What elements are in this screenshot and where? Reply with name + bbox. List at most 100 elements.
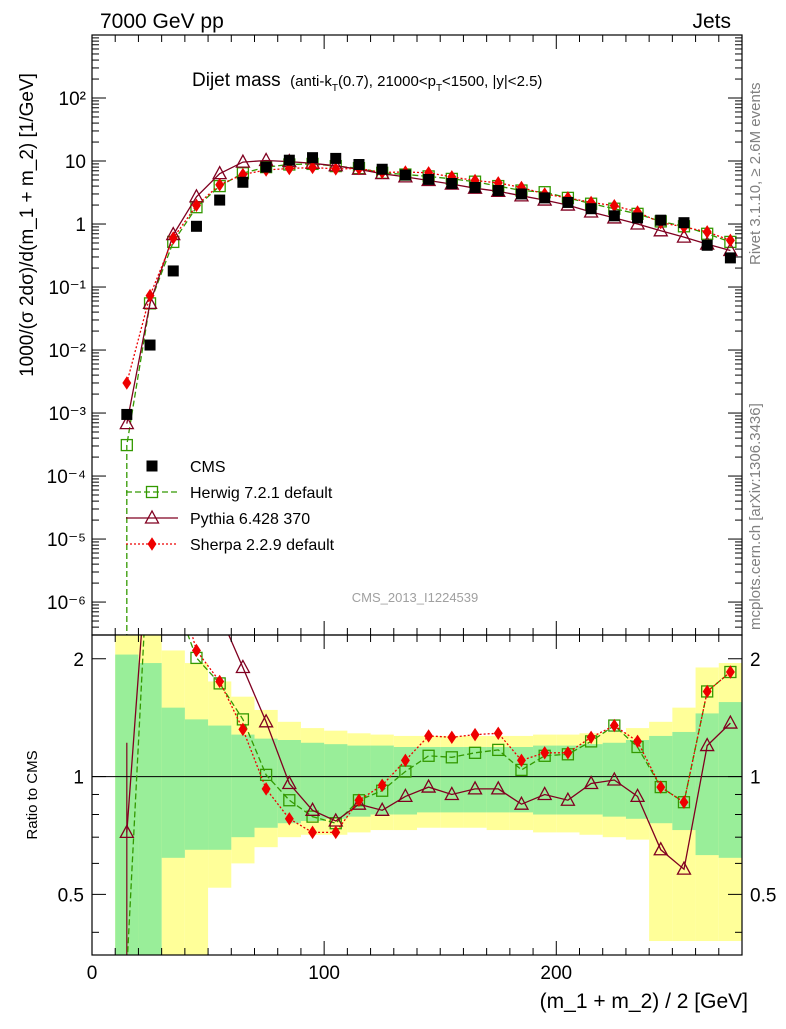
ratio-point-pythia xyxy=(444,786,460,801)
band-inner-bin xyxy=(161,707,185,858)
band-inner-bin xyxy=(625,740,650,819)
ratio-point-pythia xyxy=(304,801,321,816)
ratio-point-sherpa xyxy=(215,674,225,689)
ratio-y-tick-label-right: 1 xyxy=(750,768,761,789)
ratio-point-sherpa xyxy=(377,778,387,793)
main-point-pythia xyxy=(235,153,251,168)
ratio-point-sherpa xyxy=(470,727,480,742)
main-point-cms xyxy=(562,196,574,208)
band-inner-bin xyxy=(718,702,742,858)
main-y-axis-label: 1000/(σ 2dσ)/d(m_1 + m_2) [1/GeV] xyxy=(17,73,38,377)
legend-marker xyxy=(147,537,157,551)
plot-title: Dijet mass (anti-kT(0.7), 21000<pT<1500,… xyxy=(192,70,542,94)
main-point-cms xyxy=(376,163,388,175)
band-inner-bin xyxy=(208,725,232,850)
ratio-point-herwig xyxy=(168,590,179,601)
x-axis-label: (m_1 + m_2) / 2 [GeV] xyxy=(540,990,748,1013)
plot-title-main: Dijet mass xyxy=(192,70,281,91)
legend-marker-cms xyxy=(146,460,158,472)
ratio-point-sherpa xyxy=(331,825,341,840)
main-point-cms xyxy=(283,154,295,166)
ratio-y-tick-label-right: 0.5 xyxy=(750,885,776,906)
main-y-tick-label: 10² xyxy=(59,89,86,110)
ratio-point-herwig xyxy=(445,751,458,764)
main-point-cms xyxy=(446,177,458,189)
ratio-point-sherpa xyxy=(493,726,503,741)
ratio-point-sherpa xyxy=(261,782,271,796)
ratio-y-tick-label-right: 2 xyxy=(750,650,761,671)
ratio-point-pythia xyxy=(722,714,738,729)
ratio-point-sherpa xyxy=(284,812,294,826)
band-inner-bin xyxy=(300,742,325,821)
band-inner-bin xyxy=(556,745,580,815)
ratio-point-sherpa xyxy=(191,643,201,658)
main-point-pythia xyxy=(212,165,228,180)
band-inner-bin xyxy=(277,740,301,824)
legend-label: CMS xyxy=(190,459,226,476)
ratio-y-tick-label-left: 1 xyxy=(73,768,84,789)
legend-label: Herwig 7.2.1 default xyxy=(190,485,333,502)
plot-title-sub-c: <1500, |y|<2.5) xyxy=(442,73,542,90)
ratio-point-pythia xyxy=(699,737,715,752)
band-inner-bin xyxy=(324,744,348,819)
main-point-cms xyxy=(307,152,319,164)
band-inner-bin xyxy=(393,747,417,815)
main-point-sherpa xyxy=(145,288,155,303)
ratio-point-pythia xyxy=(190,583,203,595)
ratio-point-sherpa xyxy=(563,746,573,760)
ratio-point-pythia xyxy=(235,659,251,674)
main-y-tick-label: 10⁻⁴ xyxy=(47,467,86,488)
ratio-point-pythia xyxy=(676,860,692,875)
main-point-cms xyxy=(144,339,156,351)
main-point-sherpa xyxy=(308,160,318,175)
main-point-cms xyxy=(237,176,249,188)
band-inner-bin xyxy=(579,744,603,815)
ratio-point-sherpa xyxy=(354,793,364,807)
category-label: Jets xyxy=(692,10,731,33)
plot-title-sub-a: (anti-k xyxy=(290,73,332,90)
main-point-cms xyxy=(701,239,713,251)
main-point-cms xyxy=(214,194,226,206)
ratio-point-pythia xyxy=(537,786,553,801)
main-line-herwig xyxy=(126,163,731,635)
ratio-point-pythia xyxy=(167,543,180,555)
ratio-y-tick-label-left: 2 xyxy=(73,650,84,671)
plot-title-sub-b: (0.7), 21000<p xyxy=(338,73,436,90)
ratio-point-herwig xyxy=(468,746,482,759)
band-inner-bin xyxy=(695,713,719,856)
ratio-point-sherpa xyxy=(633,734,643,749)
main-point-cms xyxy=(539,192,551,204)
main-point-sherpa xyxy=(191,198,201,213)
ratio-point-pythia xyxy=(467,780,483,795)
band-inner-bin xyxy=(184,719,209,850)
main-plot-layer: 10⁻⁶ 10⁻⁵ 10⁻⁴ 10⁻³ 10⁻² 10⁻¹ 1 10 10² xyxy=(47,34,743,636)
plot-title-sub-sub1: T xyxy=(332,83,338,94)
main-point-cms xyxy=(492,185,504,197)
main-point-cms xyxy=(585,203,597,215)
analysis-watermark: CMS_2013_I1224539 xyxy=(352,590,479,605)
ratio-line-pythia xyxy=(126,635,731,871)
ratio-point-pythia xyxy=(281,775,297,790)
main-line-sherpa xyxy=(126,166,731,384)
ratio-point-herwig xyxy=(306,810,319,823)
main-y-tick-label: 10⁻⁶ xyxy=(47,593,86,614)
ratio-point-sherpa xyxy=(238,722,248,737)
main-point-herwig xyxy=(120,438,133,452)
main-point-sherpa xyxy=(702,225,712,239)
main-y-tick-label: 10⁻³ xyxy=(49,404,87,425)
ratio-series-group xyxy=(119,543,738,955)
ratio-point-sherpa xyxy=(540,746,550,760)
ratio-point-sherpa xyxy=(308,825,318,840)
ratio-y-tick-label-left: 0.5 xyxy=(58,885,84,906)
x-tick-label: 100 xyxy=(308,963,340,984)
plot-title-sub-sub2: T xyxy=(436,83,442,94)
ratio-point-pythia xyxy=(629,788,646,803)
ratio-point-sherpa xyxy=(586,730,596,745)
ratio-point-sherpa xyxy=(447,730,457,745)
main-point-pythia xyxy=(676,228,692,243)
legend-marker xyxy=(145,485,159,499)
main-y-tick-label: 10⁻² xyxy=(49,341,87,362)
ratio-point-sherpa xyxy=(679,795,689,809)
